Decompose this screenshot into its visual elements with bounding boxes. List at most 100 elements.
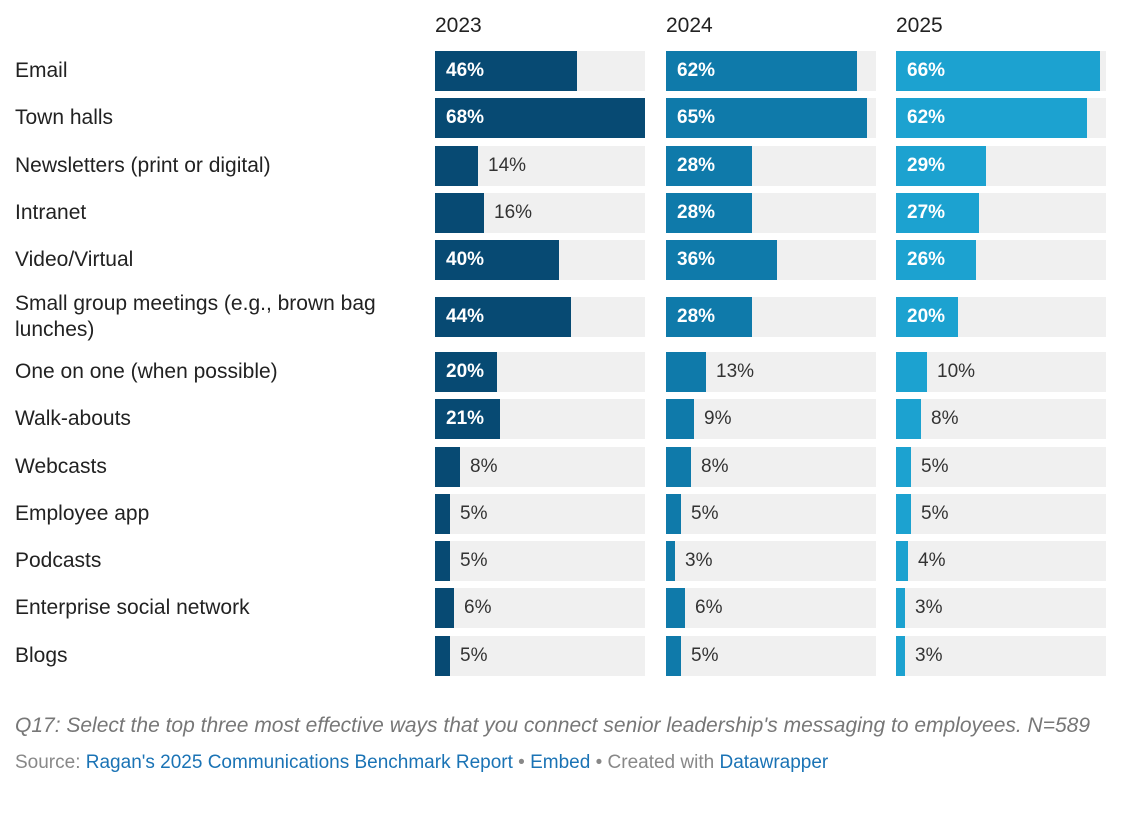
source-line: Source: Ragan's 2025 Communications Benc… — [15, 752, 1130, 774]
bar-2024-podcasts — [666, 541, 675, 581]
bar-2023-blogs — [435, 636, 450, 676]
bar-track: 3% — [666, 541, 876, 581]
column-title-2023: 2023 — [435, 14, 482, 37]
value-label-2025-walk-abouts: 8% — [931, 408, 959, 429]
bar-2025-enterprise-social-network — [896, 588, 905, 628]
category-label-small-group-meetings-e-g-brown-bag-lunches: Small group meetings (e.g., brown bag lu… — [15, 292, 376, 341]
bar-track: 6% — [435, 588, 645, 628]
category-label-newsletters-print-or-digital: Newsletters (print or digital) — [15, 154, 271, 177]
bar-track: 9% — [666, 399, 876, 439]
bar-track: 4% — [896, 541, 1106, 581]
value-label-2024-webcasts: 8% — [701, 456, 729, 477]
bar-track: 8% — [896, 399, 1106, 439]
bar-track: 27% — [896, 193, 1106, 233]
value-label-2024-enterprise-social-network: 6% — [695, 597, 723, 618]
bar-track: 28% — [666, 146, 876, 186]
bar-2025-webcasts — [896, 447, 911, 487]
bar-2024-walk-abouts — [666, 399, 694, 439]
bar-track: 36% — [666, 240, 876, 280]
bar-track: 5% — [666, 636, 876, 676]
value-label-2025-small-group-meetings-e-g-brown-bag-lunches: 20% — [907, 306, 946, 327]
bar-2024-intranet — [666, 193, 752, 233]
category-label-enterprise-social-network: Enterprise social network — [15, 596, 250, 619]
value-label-2023-newsletters-print-or-digital: 14% — [488, 155, 527, 176]
bar-track: 6% — [666, 588, 876, 628]
separator-dot: • — [518, 752, 525, 773]
value-label-2023-town-halls: 68% — [446, 107, 485, 128]
bar-track: 68% — [435, 98, 645, 138]
column-title-2025: 2025 — [896, 14, 943, 37]
bar-track: 5% — [896, 447, 1106, 487]
value-label-2023-email: 46% — [446, 60, 485, 81]
bar-track: 62% — [666, 51, 876, 91]
value-label-2023-employee-app: 5% — [460, 503, 488, 524]
bar-2024-blogs — [666, 636, 681, 676]
value-label-2025-town-halls: 62% — [907, 107, 946, 128]
category-label-email: Email — [15, 59, 68, 82]
bar-track: 40% — [435, 240, 645, 280]
value-label-2023-webcasts: 8% — [470, 456, 498, 477]
value-label-2024-blogs: 5% — [691, 645, 719, 666]
bar-2023-town-halls — [435, 98, 645, 138]
bar-2024-webcasts — [666, 447, 691, 487]
category-label-video-virtual: Video/Virtual — [15, 248, 134, 271]
bar-track: 5% — [666, 494, 876, 534]
bar-2023-newsletters-print-or-digital — [435, 146, 478, 186]
bar-track: 8% — [666, 447, 876, 487]
column-title-2024: 2024 — [666, 14, 713, 37]
bar-2025-one-on-one-when-possible — [896, 352, 927, 392]
bar-track: 10% — [896, 352, 1106, 392]
value-label-2024-town-halls: 65% — [677, 107, 716, 128]
bar-2024-newsletters-print-or-digital — [666, 146, 752, 186]
bar-2023-enterprise-social-network — [435, 588, 454, 628]
value-label-2025-one-on-one-when-possible: 10% — [937, 361, 976, 382]
bar-2025-podcasts — [896, 541, 908, 581]
bar-2025-small-group-meetings-e-g-brown-bag-lunches — [896, 297, 958, 337]
bar-track: 20% — [435, 352, 645, 392]
value-label-2024-one-on-one-when-possible: 13% — [716, 361, 755, 382]
bar-2023-intranet — [435, 193, 484, 233]
category-label-walk-abouts: Walk-abouts — [15, 407, 131, 430]
bar-track: 62% — [896, 98, 1106, 138]
value-label-2025-video-virtual: 26% — [907, 249, 946, 270]
embed-link[interactable]: Embed — [530, 752, 591, 773]
bar-track: 5% — [435, 494, 645, 534]
value-label-2023-one-on-one-when-possible: 20% — [446, 361, 485, 382]
value-label-2024-podcasts: 3% — [685, 550, 713, 571]
bar-track: 44% — [435, 297, 645, 337]
value-label-2024-video-virtual: 36% — [677, 249, 716, 270]
bar-track: 13% — [666, 352, 876, 392]
datawrapper-link[interactable]: Datawrapper — [719, 752, 829, 773]
bar-track: 5% — [896, 494, 1106, 534]
bar-track: 3% — [896, 636, 1106, 676]
source-prefix: Source: — [15, 752, 81, 773]
bar-track: 16% — [435, 193, 645, 233]
bar-2024-video-virtual — [666, 240, 777, 280]
value-label-2023-walk-abouts: 21% — [446, 408, 485, 429]
created-with-text: • Created with — [595, 752, 715, 773]
bar-track: 28% — [666, 297, 876, 337]
bar-2023-podcasts — [435, 541, 450, 581]
source-report-link[interactable]: Ragan's 2025 Communications Benchmark Re… — [85, 752, 513, 773]
value-label-2025-employee-app: 5% — [921, 503, 949, 524]
bar-2025-newsletters-print-or-digital — [896, 146, 986, 186]
bar-track: 14% — [435, 146, 645, 186]
bar-track: 8% — [435, 447, 645, 487]
category-label-webcasts: Webcasts — [15, 455, 107, 478]
bar-2024-email — [666, 51, 857, 91]
bar-2023-video-virtual — [435, 240, 559, 280]
value-label-2025-intranet: 27% — [907, 202, 946, 223]
value-label-2024-email: 62% — [677, 60, 716, 81]
bar-track: 65% — [666, 98, 876, 138]
value-label-2025-podcasts: 4% — [918, 550, 946, 571]
value-label-2023-intranet: 16% — [494, 202, 533, 223]
bar-2024-enterprise-social-network — [666, 588, 685, 628]
bar-track: 29% — [896, 146, 1106, 186]
value-label-2023-small-group-meetings-e-g-brown-bag-lunches: 44% — [446, 306, 485, 327]
category-label-podcasts: Podcasts — [15, 549, 102, 572]
bar-2025-email — [896, 51, 1100, 91]
bar-2024-town-halls — [666, 98, 867, 138]
category-label-one-on-one-when-possible: One on one (when possible) — [15, 360, 278, 383]
survey-question-note: Q17: Select the top three most effective… — [15, 714, 1091, 737]
bar-2025-walk-abouts — [896, 399, 921, 439]
